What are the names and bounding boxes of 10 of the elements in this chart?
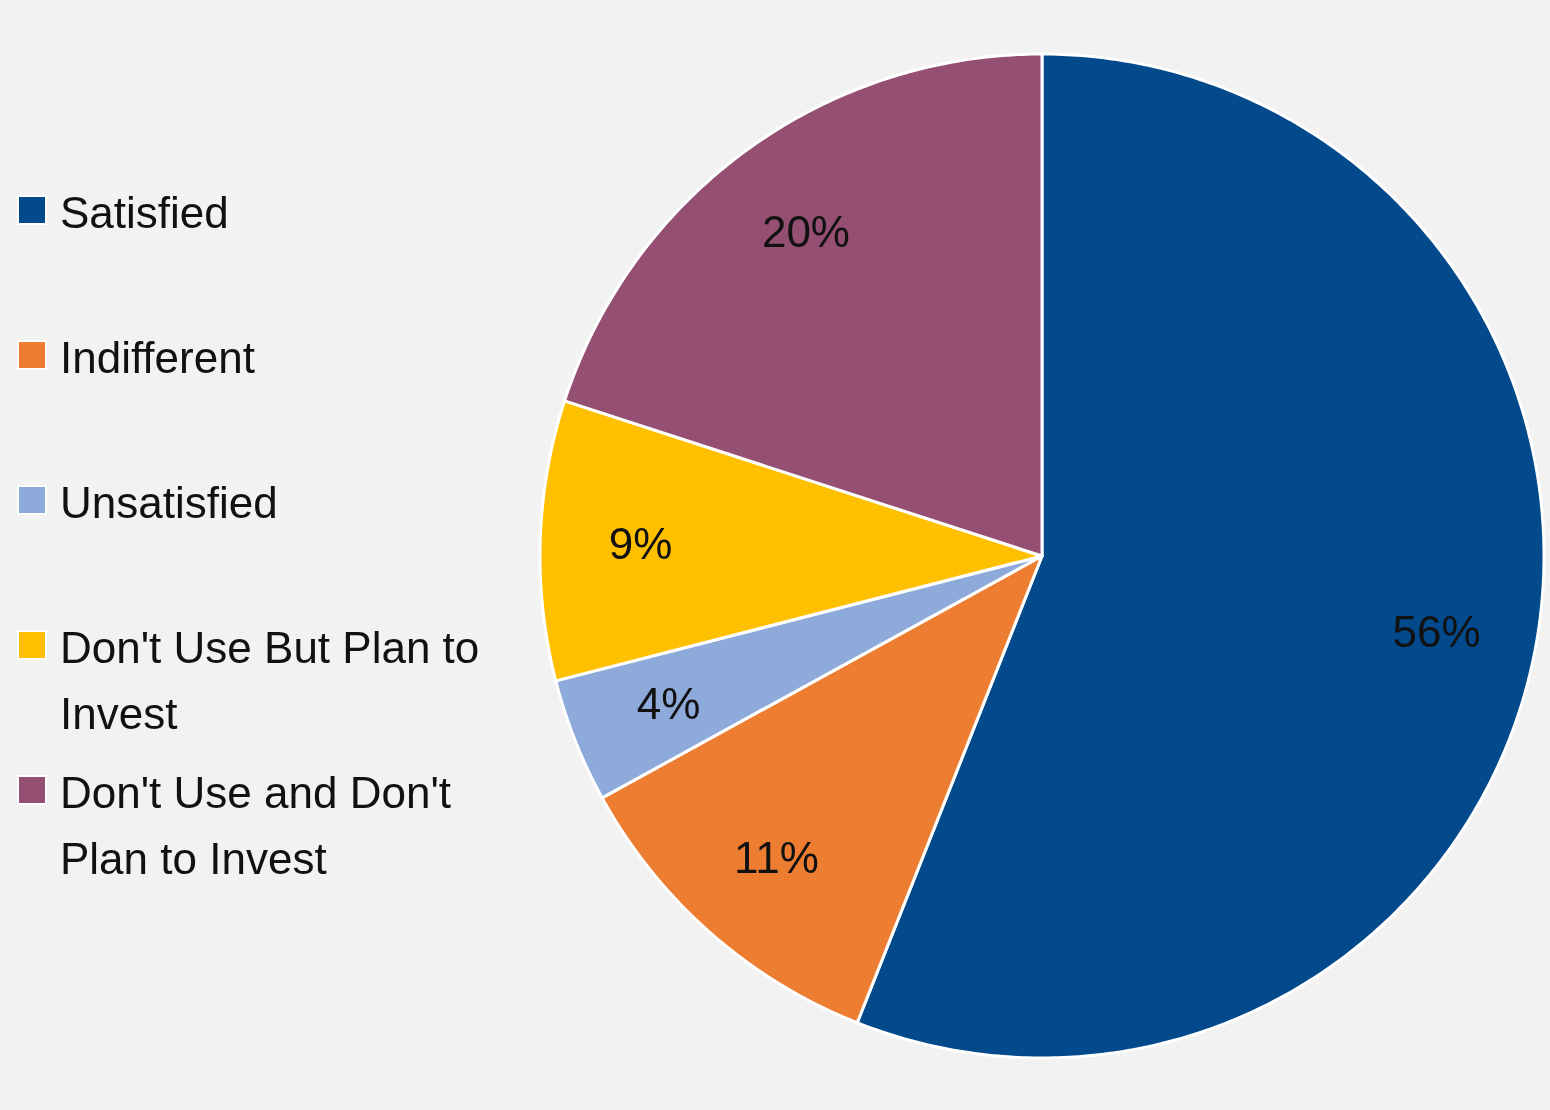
legend-label: Don't Use But Plan to Invest bbox=[60, 622, 480, 738]
data-label: 20% bbox=[761, 206, 850, 256]
legend-label: Don't Use and Don't Plan to Invest bbox=[60, 767, 452, 883]
legend-label: Unsatisfied bbox=[60, 477, 278, 527]
data-label: 4% bbox=[636, 679, 701, 729]
legend-label: Indifferent bbox=[60, 332, 255, 382]
data-label: 9% bbox=[608, 518, 673, 568]
data-label: 56% bbox=[1392, 606, 1481, 656]
data-label: 11% bbox=[734, 832, 819, 882]
legend-label: Satisfied bbox=[60, 187, 229, 237]
